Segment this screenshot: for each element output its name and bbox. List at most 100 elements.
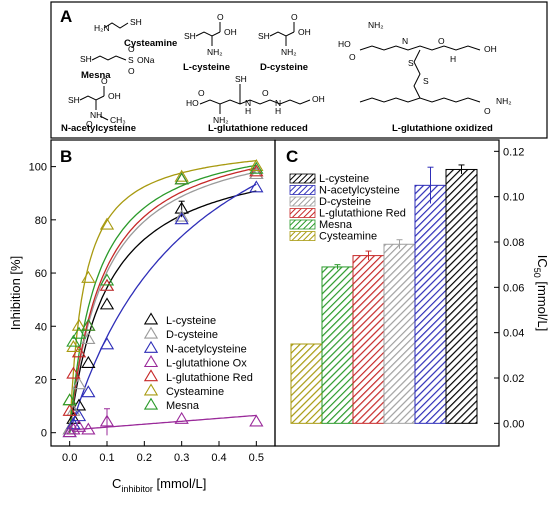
- x-tick-label: 0.2: [137, 452, 152, 464]
- y-label-sub: 50: [532, 268, 542, 278]
- panel-c-y-label: IC50 [mmol/L]: [532, 255, 550, 331]
- legend-marker-l-glutathione-red: [143, 369, 159, 382]
- gssg-atom-ho: HO: [338, 39, 351, 49]
- l-cysteine-atom-oh: OH: [224, 27, 237, 37]
- gsh-atom-h2: H: [275, 106, 281, 116]
- y-tick-label: 100: [29, 162, 47, 174]
- cysteamine-atom-s: SH: [130, 17, 142, 27]
- structure-d-cysteine: SH OH O NH₂ D-cysteine: [258, 12, 311, 73]
- legend-marker-n-acetylcysteine: [143, 340, 159, 353]
- gssg-atom-o: O: [349, 52, 356, 62]
- legend-label-l-cysteine: L-cysteine: [166, 315, 216, 327]
- d-cysteine-atom-o: O: [291, 12, 298, 22]
- panel-b-error-bars: [104, 200, 185, 436]
- data-point-mesna: [249, 161, 264, 174]
- gssg-atom-nh2-top: NH₂: [368, 20, 384, 30]
- gsh-atom-n2: N: [275, 98, 281, 108]
- panel-b-data-points: [62, 159, 264, 438]
- panel-b-letter: B: [60, 147, 72, 166]
- gsh-atom-nh2: NH₂: [213, 115, 229, 125]
- panel-c-frame: [274, 139, 500, 447]
- y-tick-label: 80: [35, 215, 47, 227]
- l-cysteine-atom-sh: SH: [184, 31, 196, 41]
- data-point-n-acetylcysteine: [249, 180, 264, 193]
- legend-label-d-cysteine: D-cysteine: [319, 196, 371, 208]
- gssg-atom-o3: O: [484, 106, 491, 116]
- data-point-l-cysteine: [81, 355, 96, 368]
- fit-curve-l-cysteine: [69, 190, 257, 433]
- x-tick-label: 0.4: [211, 452, 226, 464]
- bar-n-acetylcysteine: [414, 184, 447, 424]
- data-point-cysteamine: [174, 169, 189, 182]
- panel-c-legend: L-cysteineN-acetylcysteineD-cysteineL-gl…: [289, 173, 406, 243]
- x-tick-label: 0.3: [174, 452, 189, 464]
- data-point-n-acetylcysteine: [99, 337, 115, 350]
- gssg-atom-o2: O: [438, 36, 445, 46]
- data-point-mesna: [66, 334, 81, 347]
- fit-curve-cysteamine: [69, 160, 257, 433]
- legend-marker-d-cysteine: [143, 326, 159, 339]
- data-point-cysteamine: [249, 159, 264, 172]
- legend-label-d-cysteine: D-cysteine: [166, 329, 218, 341]
- structure-l-cysteine: SH OH O NH₂ L-cysteine: [183, 12, 237, 73]
- gsh-atom-oh: OH: [312, 94, 325, 104]
- mesna-atom-sh: SH: [80, 54, 92, 64]
- gsh-atom-ho: HO: [186, 98, 199, 108]
- x-tick-label: 0.1: [99, 452, 114, 464]
- panel-b-legend: L-cysteine D-cysteine N-acetylcysteine L-gl…: [143, 312, 253, 412]
- fit-curve-l-glutathione-red: [69, 167, 257, 433]
- nac-atom-o: O: [101, 76, 108, 86]
- legend-marker-l-glutathione-ox: [143, 355, 159, 368]
- bar-d-cysteine: [383, 243, 416, 424]
- panel-b-y-label: Inhibition [%]: [8, 256, 23, 330]
- legend-marker-mesna: [143, 397, 159, 410]
- legend-swatch-l-glutathione-red: [289, 208, 316, 218]
- data-point-l-glutathione-ox: [71, 419, 87, 432]
- mesna-atom-ona: ONa: [137, 55, 155, 65]
- mesna-name: Mesna: [81, 70, 111, 81]
- nac-atom-sh: SH: [68, 95, 80, 105]
- fit-curve-mesna: [69, 164, 257, 433]
- panel-b-x-label: Cinhibitor [mmol/L]: [112, 476, 206, 494]
- gssg-atom-s1: S: [408, 58, 414, 68]
- y-tick-label: 0.10: [503, 192, 524, 204]
- legend-label-cysteamine: Cysteamine: [319, 231, 377, 243]
- y-label-unit: [mmol/L]: [535, 278, 550, 331]
- y-label-main: IC: [535, 255, 550, 268]
- y-tick-label: 0.04: [503, 328, 524, 340]
- data-point-mesna: [62, 393, 77, 406]
- bar-mesna: [321, 266, 354, 424]
- y-tick-label: 60: [35, 268, 47, 280]
- y-tick-label: 0: [41, 428, 47, 440]
- bar-cysteamine: [290, 343, 323, 424]
- structure-mesna: SH S O O ONa Mesna: [80, 44, 155, 81]
- panel-c-bars: [290, 164, 478, 424]
- legend-swatch-d-cysteine: [289, 196, 316, 207]
- d-cysteine-atom-oh: OH: [298, 27, 311, 37]
- cysteamine-name: Cysteamine: [124, 38, 177, 49]
- data-point-mesna: [71, 326, 87, 339]
- data-point-cysteamine: [71, 318, 87, 331]
- fit-curve-n-acetylcysteine: [69, 183, 257, 433]
- data-point-l-glutathione-ox: [66, 422, 81, 435]
- data-point-d-cysteine: [174, 209, 189, 222]
- x-label-sub: inhibitor: [121, 484, 153, 494]
- legend-swatch-n-acetylcysteine: [289, 185, 316, 195]
- legend-label-cysteamine: Cysteamine: [166, 386, 224, 398]
- d-cysteine-name: D-cysteine: [260, 62, 308, 73]
- gssg-atom-nh2-bottom: NH₂: [496, 96, 512, 106]
- panel-a-letter: A: [60, 7, 72, 26]
- mesna-atom-o2: O: [128, 66, 135, 76]
- legend-marker-l-cysteine: [143, 312, 159, 325]
- gsh-atom-o2: O: [262, 88, 269, 98]
- structure-n-acetylcysteine: SH OH O NH O CH₃ N-acetylcysteine: [61, 76, 136, 134]
- bar-l-glutathione-red: [352, 255, 385, 424]
- data-point-mesna: [81, 318, 96, 331]
- d-cysteine-atom-nh2: NH₂: [281, 47, 297, 57]
- gssg-atom-n: N: [402, 36, 408, 46]
- x-label-unit: [mmol/L]: [153, 476, 206, 491]
- fit-curve-l-glutathione-ox: [69, 414, 257, 431]
- data-point-l-glutathione-ox: [249, 414, 264, 427]
- d-cysteine-atom-sh: SH: [258, 31, 270, 41]
